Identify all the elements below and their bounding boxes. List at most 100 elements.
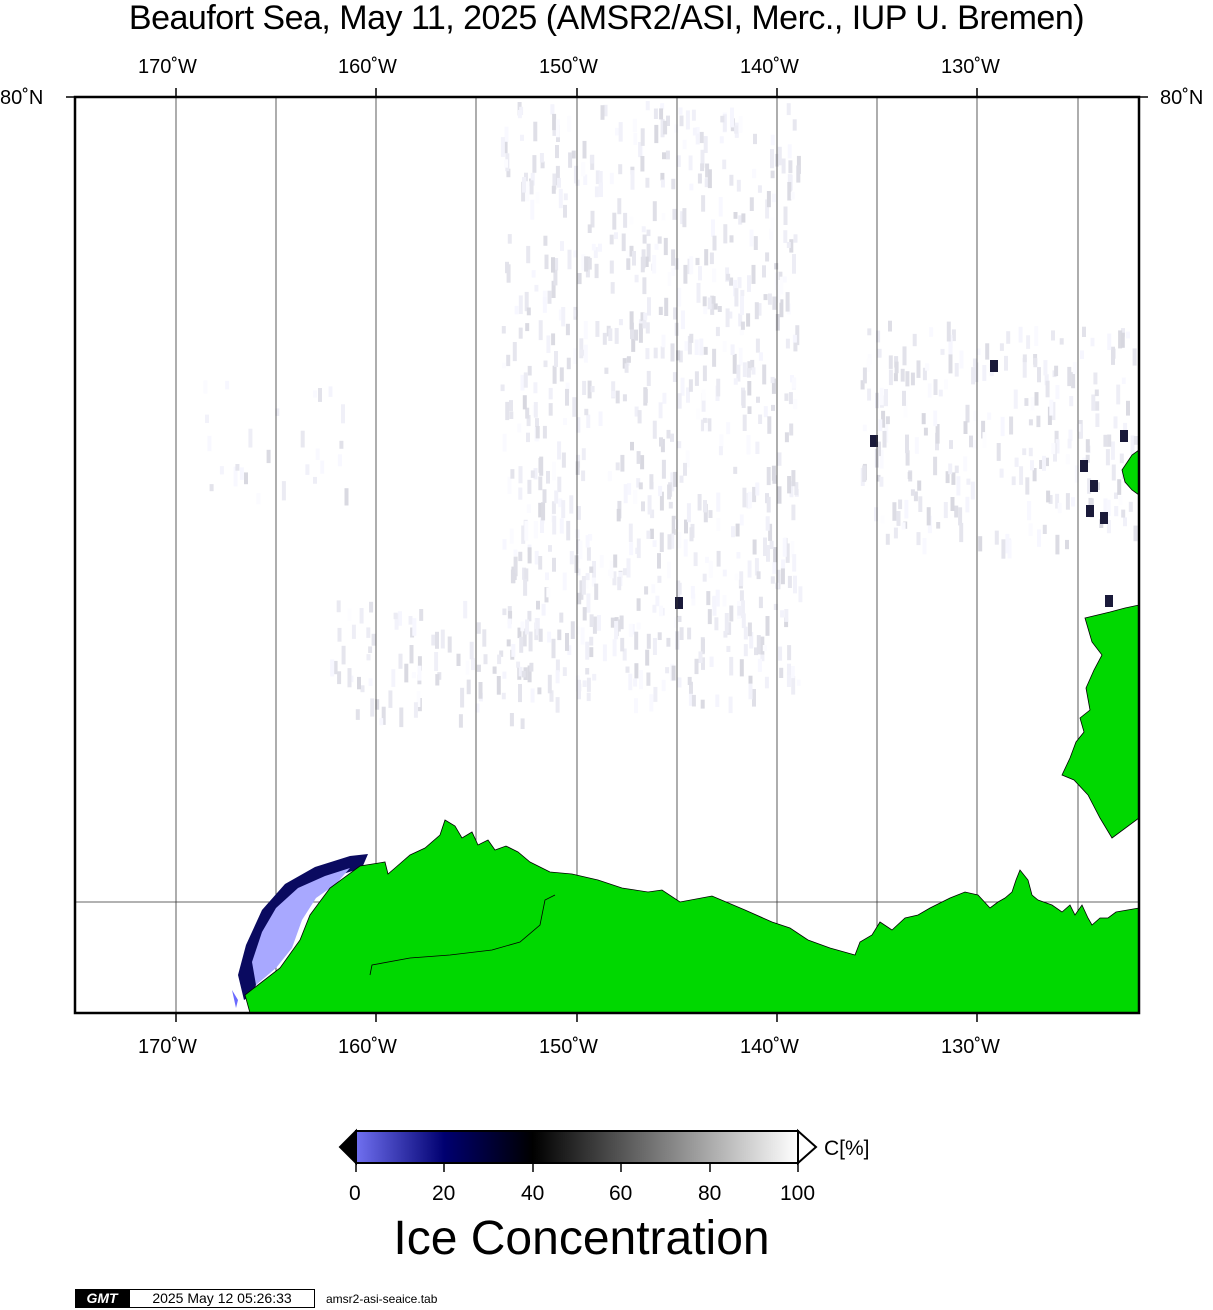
- ice-texture-cell: [972, 440, 977, 449]
- ice-texture-cell: [466, 679, 471, 695]
- ice-texture-cell: [689, 527, 694, 542]
- ice-texture-cell: [755, 441, 760, 454]
- ice-texture-cell: [585, 573, 590, 581]
- ice-texture-cell: [728, 311, 733, 319]
- ice-texture-cell: [551, 461, 556, 481]
- ice-texture-cell: [948, 334, 953, 355]
- ice-texture-cell: [1047, 406, 1052, 425]
- ice-texture-cell: [716, 550, 721, 567]
- ice-texture-cell: [581, 448, 586, 461]
- ice-texture-cell: [704, 178, 709, 188]
- ice-texture-cell: [547, 674, 552, 694]
- ice-texture-cell: [683, 539, 688, 557]
- ice-texture-cell: [1055, 439, 1060, 454]
- ice-texture-cell: [586, 692, 591, 702]
- ice-texture-cell: [347, 668, 352, 688]
- ice-texture-cell: [626, 258, 631, 270]
- ice-texture-cell: [657, 632, 662, 640]
- ice-texture-cell: [571, 150, 576, 159]
- ice-texture-cell: [586, 677, 591, 692]
- ice-texture-cell: [659, 491, 664, 511]
- ice-texture-cell: [722, 341, 727, 352]
- ice-texture-cell: [922, 538, 927, 555]
- ice-texture-cell: [677, 393, 682, 409]
- ice-texture-cell: [566, 357, 571, 370]
- ice-texture-cell: [679, 627, 684, 640]
- ice-texture-cell: [599, 182, 603, 197]
- ice-texture-cell: [862, 465, 867, 482]
- ice-texture-cell: [538, 320, 543, 341]
- ice-texture-cell: [543, 360, 548, 368]
- ice-texture-cell: [1051, 443, 1056, 455]
- ice-texture-cell: [233, 466, 238, 487]
- ice-texture-cell: [500, 137, 505, 157]
- ice-texture-cell: [636, 478, 641, 488]
- ice-texture-cell: [658, 485, 663, 497]
- ice-texture-cell: [762, 265, 766, 278]
- ice-texture-cell: [772, 562, 777, 574]
- ice-texture-cell: [337, 627, 342, 642]
- ice-texture-cell: [663, 237, 668, 256]
- ice-texture-cell: [554, 490, 559, 504]
- ice-texture-cell: [552, 365, 557, 384]
- ice-texture-cell: [682, 139, 687, 150]
- ice-texture-cell: [618, 164, 623, 175]
- ice-texture-cell: [757, 658, 762, 672]
- ice-texture-cell: [707, 169, 712, 189]
- ice-texture-cell: [738, 313, 743, 327]
- ice-texture-cell: [778, 646, 783, 661]
- ice-texture-cell: [590, 210, 595, 228]
- ice-texture-cell: [411, 672, 416, 679]
- ice-texture-cell: [551, 638, 556, 659]
- ice-texture-cell: [1037, 367, 1041, 383]
- ice-texture-cell: [542, 297, 547, 313]
- ice-texture-cell: [506, 639, 511, 647]
- ice-texture-cell: [589, 155, 594, 164]
- ice-texture-cell: [203, 380, 208, 394]
- ice-texture-cell: [661, 459, 666, 479]
- ice-texture-cell: [640, 312, 645, 322]
- ice-texture-cell: [696, 408, 700, 420]
- ice-texture-cell: [765, 199, 770, 219]
- ice-texture-cell: [1067, 438, 1072, 449]
- ice-texture-cell: [658, 402, 663, 419]
- ice-texture-cell: [752, 539, 757, 555]
- ice-texture-cell: [729, 277, 734, 286]
- ice-texture-cell: [776, 569, 781, 590]
- ice-texture-cell: [315, 448, 320, 460]
- ice-texture-cell: [710, 295, 715, 315]
- ice-texture-cell: [1085, 439, 1090, 453]
- ice-texture-cell: [1123, 517, 1127, 527]
- ice-texture-cell: [538, 476, 543, 491]
- ice-texture-cell: [582, 140, 587, 159]
- ice-texture-cell: [595, 170, 600, 185]
- ice-texture-cell: [860, 380, 865, 390]
- ice-texture-cell: [530, 470, 535, 478]
- ice-texture-cell: [552, 113, 557, 131]
- ice-texture-cell: [509, 400, 513, 412]
- ice-texture-cell: [695, 133, 700, 145]
- ice-texture-cell: [1069, 396, 1074, 407]
- ice-texture-cell: [1090, 480, 1098, 492]
- ice-texture-cell: [580, 627, 585, 645]
- ice-texture-cell: [1034, 392, 1039, 406]
- ice-texture-cell: [729, 656, 734, 676]
- ice-texture-cell: [660, 179, 665, 188]
- ice-texture-cell: [561, 452, 566, 468]
- ice-texture-cell: [701, 638, 705, 653]
- ice-texture-cell: [1076, 424, 1081, 432]
- ice-texture-cell: [458, 714, 463, 728]
- ice-texture-cell: [300, 430, 305, 448]
- ice-texture-cell: [636, 451, 641, 464]
- ice-texture-cell: [785, 543, 790, 563]
- ice-texture-cell: [573, 165, 578, 184]
- ice-texture-cell: [547, 631, 552, 643]
- ice-texture-cell: [933, 379, 938, 395]
- ice-texture-cell: [526, 504, 531, 513]
- ice-texture-cell: [743, 644, 748, 657]
- ice-texture-cell: [670, 433, 674, 442]
- ice-texture-cell: [320, 460, 325, 474]
- ice-texture-cell: [336, 600, 341, 613]
- ice-texture-cell: [677, 615, 682, 622]
